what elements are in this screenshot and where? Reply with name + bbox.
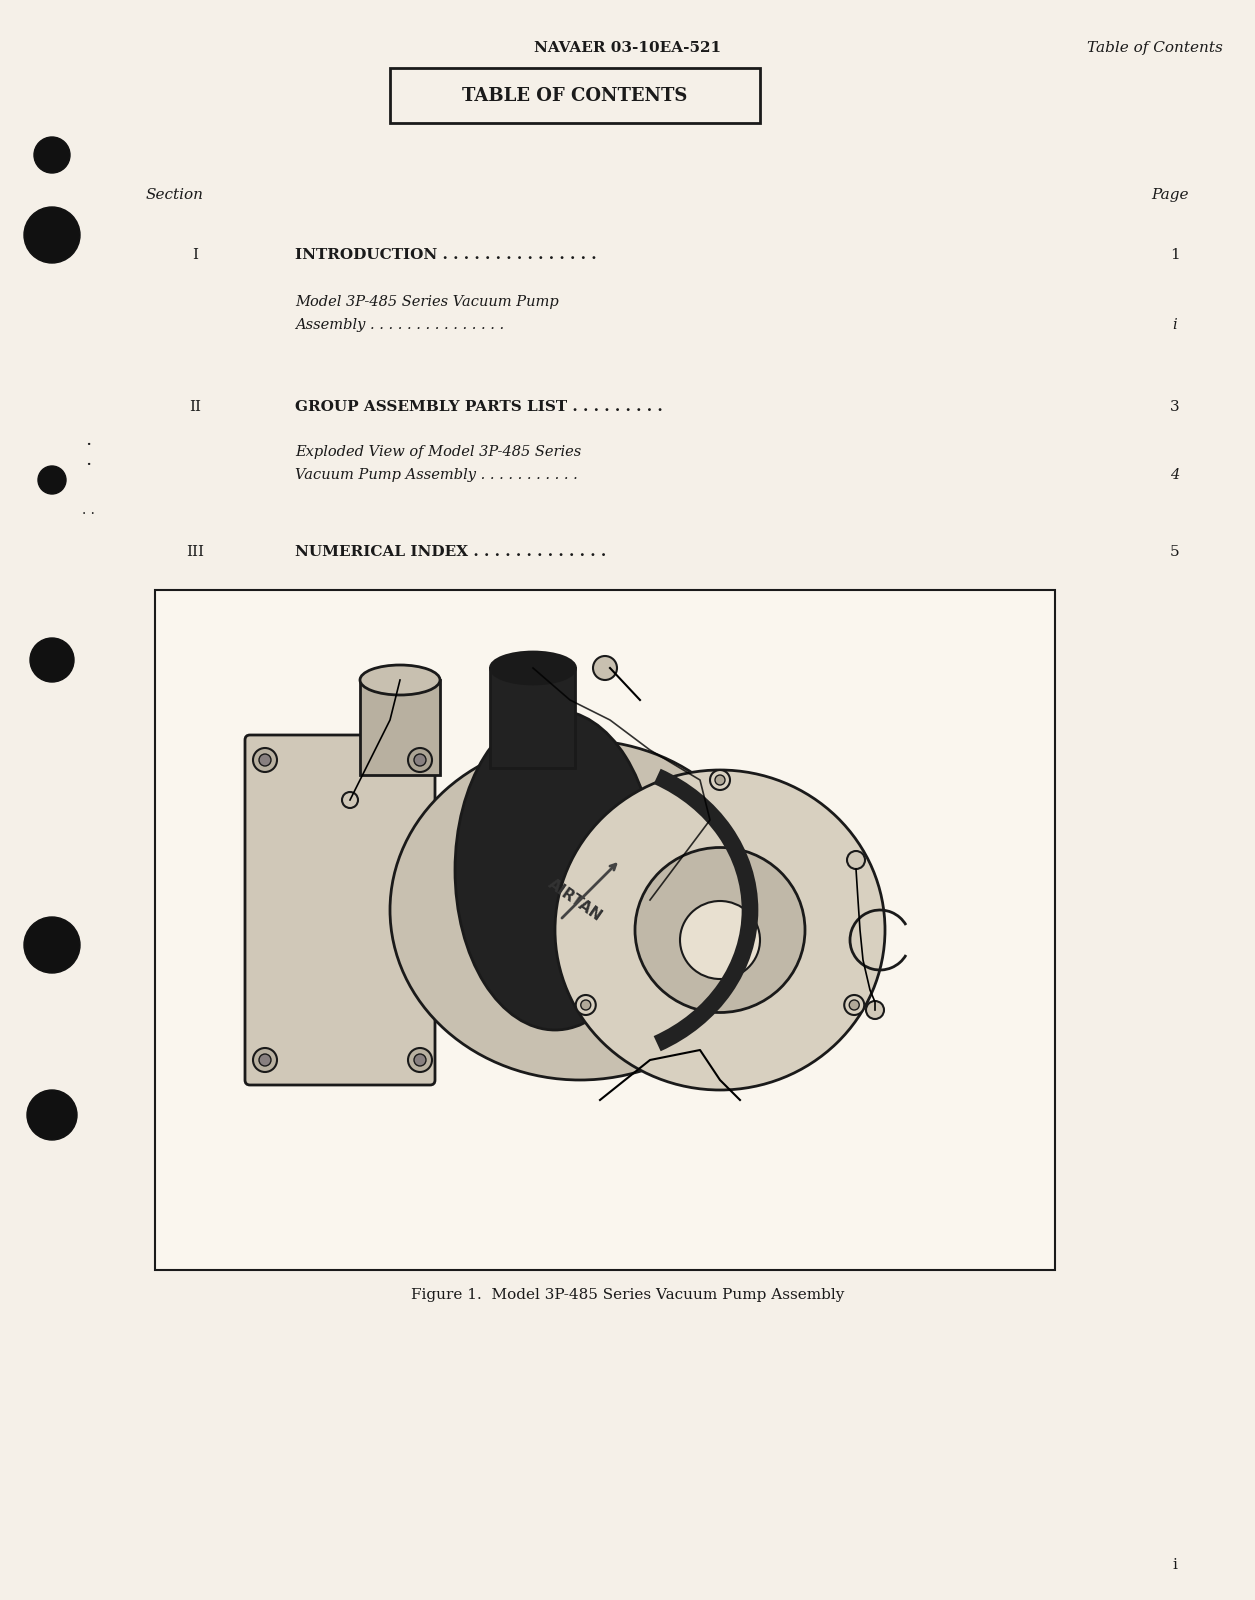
Text: i: i [1172, 1558, 1177, 1571]
Text: GROUP ASSEMBLY PARTS LIST . . . . . . . . .: GROUP ASSEMBLY PARTS LIST . . . . . . . … [295, 400, 663, 414]
Ellipse shape [680, 901, 761, 979]
Text: Table of Contents: Table of Contents [1087, 42, 1222, 54]
Circle shape [30, 638, 74, 682]
Circle shape [850, 1000, 860, 1010]
Text: AIRTAN: AIRTAN [545, 875, 605, 925]
Text: Vacuum Pump Assembly . . . . . . . . . . .: Vacuum Pump Assembly . . . . . . . . . .… [295, 467, 577, 482]
Circle shape [38, 466, 67, 494]
Ellipse shape [491, 653, 576, 685]
Ellipse shape [390, 739, 771, 1080]
Circle shape [594, 656, 617, 680]
Text: II: II [190, 400, 201, 414]
Circle shape [715, 774, 725, 786]
Circle shape [254, 1048, 277, 1072]
Text: TABLE OF CONTENTS: TABLE OF CONTENTS [462, 86, 688, 106]
Circle shape [847, 851, 865, 869]
Text: III: III [186, 546, 205, 558]
Text: 5: 5 [1170, 546, 1180, 558]
FancyBboxPatch shape [245, 734, 435, 1085]
Text: I: I [192, 248, 198, 262]
Text: Assembly . . . . . . . . . . . . . . .: Assembly . . . . . . . . . . . . . . . [295, 318, 505, 333]
Text: NUMERICAL INDEX . . . . . . . . . . . . .: NUMERICAL INDEX . . . . . . . . . . . . … [295, 546, 606, 558]
Circle shape [414, 754, 425, 766]
Circle shape [710, 770, 730, 790]
Text: INTRODUCTION . . . . . . . . . . . . . . .: INTRODUCTION . . . . . . . . . . . . . .… [295, 248, 596, 262]
Circle shape [866, 1002, 884, 1019]
Bar [489, 669, 575, 768]
Text: 4: 4 [1171, 467, 1180, 482]
FancyBboxPatch shape [390, 67, 761, 123]
Ellipse shape [456, 710, 655, 1030]
Bar [156, 590, 1055, 1270]
Circle shape [845, 995, 865, 1014]
Circle shape [254, 749, 277, 773]
Circle shape [34, 138, 70, 173]
Ellipse shape [555, 770, 885, 1090]
Circle shape [28, 1090, 77, 1139]
Circle shape [24, 206, 80, 262]
Text: i: i [1172, 318, 1177, 333]
Circle shape [414, 1054, 425, 1066]
Circle shape [581, 1000, 591, 1010]
Circle shape [259, 754, 271, 766]
Text: .: . [85, 451, 92, 469]
Text: Model 3P-485 Series Vacuum Pump: Model 3P-485 Series Vacuum Pump [295, 294, 558, 309]
Circle shape [408, 749, 432, 773]
Text: 3: 3 [1170, 400, 1180, 414]
Ellipse shape [360, 666, 441, 694]
Bar [360, 680, 441, 774]
Circle shape [343, 792, 358, 808]
Text: Figure 1.  Model 3P-485 Series Vacuum Pump Assembly: Figure 1. Model 3P-485 Series Vacuum Pum… [412, 1288, 845, 1302]
Text: . .: . . [82, 502, 94, 517]
Text: .: . [85, 430, 92, 450]
Circle shape [576, 995, 596, 1014]
Circle shape [408, 1048, 432, 1072]
Text: 1: 1 [1170, 248, 1180, 262]
Text: Exploded View of Model 3P-485 Series: Exploded View of Model 3P-485 Series [295, 445, 581, 459]
Circle shape [24, 917, 80, 973]
Text: Section: Section [146, 187, 205, 202]
Ellipse shape [635, 848, 804, 1013]
Circle shape [259, 1054, 271, 1066]
Text: NAVAER 03-10EA-521: NAVAER 03-10EA-521 [535, 42, 722, 54]
Text: Page: Page [1151, 187, 1188, 202]
